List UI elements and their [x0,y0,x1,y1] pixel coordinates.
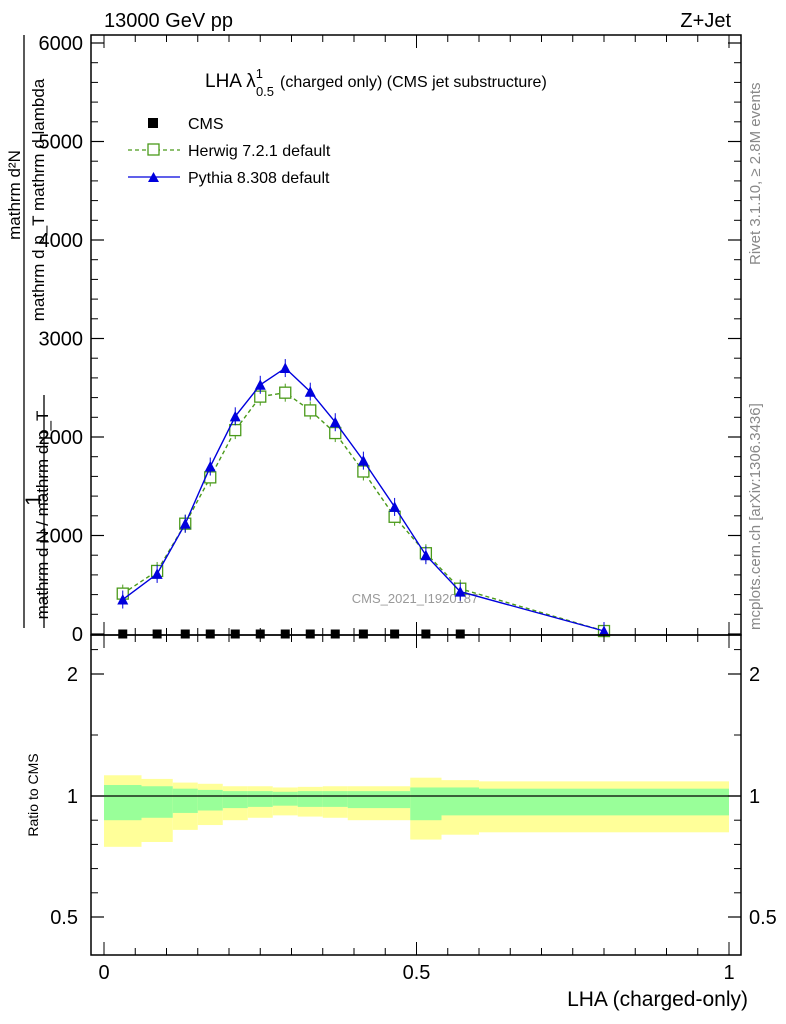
pythia-point [598,625,610,637]
ratio-band-inner [247,791,273,807]
ratio-band-inner [141,786,173,818]
pythia-point [454,586,466,597]
main-ytick-label: 4000 [39,230,84,252]
plot-title-sup: 1 [256,66,263,81]
ratio-ylabel: Ratio to CMS [25,753,41,836]
header-right: Z+Jet [680,10,731,32]
main-ytick-label: 3000 [39,329,84,351]
ratio-band-inner [104,785,142,821]
watermark: CMS_2021_I1920187 [352,591,479,606]
legend-pythia-label: Pythia 8.308 default [188,170,330,187]
pythia-point [204,461,216,472]
plot-title-sub: 0.5 [256,84,274,99]
header-left: 13000 GeV pp [104,10,233,32]
ratio-band-inner [347,791,379,809]
pythia-point [420,549,432,561]
x-axis-label: LHA (charged-only) [567,988,748,1011]
main-ytick-label: 6000 [39,33,84,55]
main-ticks [91,35,741,635]
cms-point [180,629,190,639]
rivet-label: Rivet 3.1.10, ≥ 2.8M events [747,83,764,266]
ratio-band-inner [441,787,479,816]
cms-point [421,629,431,639]
pythia-point [117,594,129,605]
x-tick-labels: 0 0.5 1 [98,962,734,984]
plot-title-main: LHA λ [205,71,256,92]
legend: CMS Herwig 7.2.1 default Pythia 8.308 de… [128,116,331,187]
ratio-ytick-label-right: 1 [749,786,760,808]
ratio-frame [90,634,742,956]
ratio-band-inner [222,791,248,809]
ratio-ytick-label: 1 [67,786,78,808]
x-tick-label: 1 [723,962,734,984]
legend-cms-marker [148,118,158,128]
x-tick-label: 0 [98,962,109,984]
ratio-band-inner [410,787,442,821]
plot-title-rest: (charged only) (CMS jet substructure) [280,74,547,91]
main-ytick-labels: 0 1000 2000 3000 4000 5000 6000 [39,33,84,646]
ratio-ytick-label-right: 2 [749,664,760,686]
cms-point [455,629,465,639]
cms-point [330,629,340,639]
ratio-ytick-label: 0.5 [50,907,78,929]
cms-point [205,629,215,639]
ratio-ytick-labels: 0.5 0.5 1 1 2 2 [50,664,777,929]
plot-title: LHA λ1 0.5 (charged only) (CMS jet substru… [205,66,547,99]
cms-point [152,629,162,639]
pythia-point [389,501,401,512]
ratio-ytick-label-right: 0.5 [749,907,777,929]
herwig-point [229,423,242,437]
ylabel-prefix-top: 1 [22,494,45,506]
ylabel-frac-top: mathrm d²N [5,150,24,240]
cms-point [118,629,128,639]
main-ytick-label: 1000 [39,526,84,548]
cms-point [230,629,240,639]
ratio-bands [104,775,729,847]
ratio-band-inner [479,788,729,816]
main-ytick-label: 2000 [39,427,84,449]
x-tick-label: 0.5 [403,962,431,984]
pythia-point [151,568,163,579]
ratio-band-inner [297,791,323,807]
cms-point [255,629,265,639]
ratio-panel: 0.5 0.51 12 2 0 0.5 1 Ratio to CMS LHA (charg… [25,634,777,1011]
ratio-ticks [91,635,741,955]
pythia-point [254,379,266,390]
ratio-band-inner [379,791,411,809]
pythia-point [357,455,369,466]
main-ylabel: 1 mathrm d N / mathrm d p_T mathrm d²N m… [5,35,52,628]
ratio-band-inner [322,791,348,807]
pythia-point [304,386,316,397]
ylabel-prefix-bottom: mathrm d N / mathrm d p_T [33,411,52,620]
pythia-point [179,518,191,529]
cms-point [358,629,368,639]
herwig-point [279,386,292,399]
cms-point [390,629,400,639]
legend-pythia-marker [148,172,159,182]
cms-point [280,629,290,639]
pythia-line [122,367,605,632]
legend-cms-label: CMS [188,116,224,133]
ratio-band-inner [172,788,198,813]
main-ytick-label: 5000 [39,132,84,154]
pythia-point [229,410,241,422]
herwig-point [304,404,317,417]
main-panel: CMS_2021_I1920187 0 1000 2000 3000 4000 5000 6… [5,33,742,646]
ratio-band-inner [197,789,223,811]
main-series [116,359,611,641]
pythia-point [279,362,291,374]
legend-herwig-label: Herwig 7.2.1 default [188,143,331,160]
main-ytick-label: 0 [72,624,83,646]
mcplots-label: mcplots.cern.ch [arXiv:1306.3436] [747,403,764,630]
legend-herwig-marker [147,143,160,156]
cms-point [305,629,315,639]
ylabel-frac-bottom: mathrm d p_T mathrm d lambda [29,78,48,321]
ratio-ytick-label: 2 [67,664,78,686]
ratio-band-inner [272,791,298,806]
pythia-point [329,416,341,428]
